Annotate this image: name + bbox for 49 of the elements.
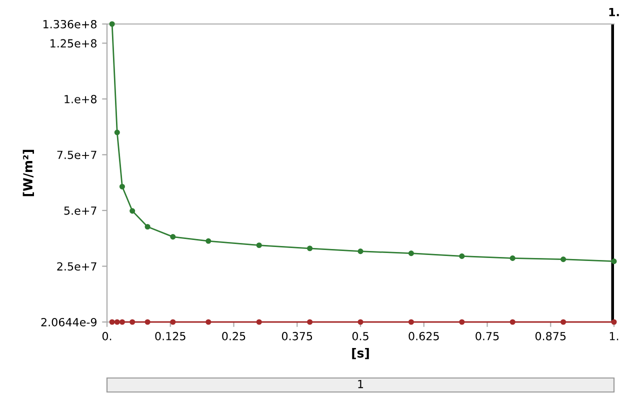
point	[307, 246, 313, 252]
point	[256, 319, 262, 325]
point	[358, 319, 364, 325]
point	[560, 319, 566, 325]
x-tick-label: 0.25	[222, 332, 246, 340]
point	[119, 184, 125, 190]
point	[114, 130, 120, 136]
point	[459, 253, 465, 259]
point	[119, 319, 125, 325]
point	[560, 256, 566, 262]
point	[256, 242, 262, 248]
point	[130, 319, 136, 325]
point	[611, 258, 617, 264]
point	[109, 319, 115, 325]
point	[358, 248, 364, 254]
point	[408, 319, 414, 325]
point	[170, 234, 176, 240]
y-tick-label: 2.5e+7	[57, 262, 96, 271]
point	[170, 319, 176, 325]
point	[510, 255, 516, 261]
x-tick-label: 0.5	[352, 332, 368, 340]
point	[144, 319, 150, 325]
y-tick-label: 1.25e+8	[50, 39, 97, 48]
ref-line-label: 1.	[609, 8, 619, 16]
y-tick-label: 1.e+8	[64, 94, 97, 104]
x-tick-label: 1.	[610, 332, 618, 340]
point	[144, 224, 150, 230]
point	[109, 21, 115, 27]
point	[206, 319, 212, 325]
point	[130, 208, 136, 214]
y-tick-label: 7.5e+7	[57, 150, 96, 160]
point	[206, 238, 212, 244]
y-tick-label: 2.0644e-9	[41, 318, 96, 326]
y-tick-label: 5.e+7	[64, 206, 96, 215]
x-tick-label: 0.75	[476, 332, 499, 340]
x-axis-title: [s]	[352, 348, 369, 360]
x-tick-label: 0.875	[535, 332, 566, 340]
point	[408, 250, 414, 256]
x-tick-label: 0.125	[155, 332, 186, 340]
point	[114, 319, 120, 325]
x-tick-label: 0.625	[408, 332, 439, 340]
text: 1	[358, 380, 364, 388]
point	[510, 319, 516, 325]
y-tick-label: 1.336e+8	[43, 20, 97, 28]
x-tick-label: 0.375	[282, 332, 312, 340]
x-tick-label: 0.	[102, 332, 112, 340]
y-axis-title: [W/m²]	[22, 150, 34, 196]
point	[307, 319, 313, 325]
point	[459, 319, 465, 325]
